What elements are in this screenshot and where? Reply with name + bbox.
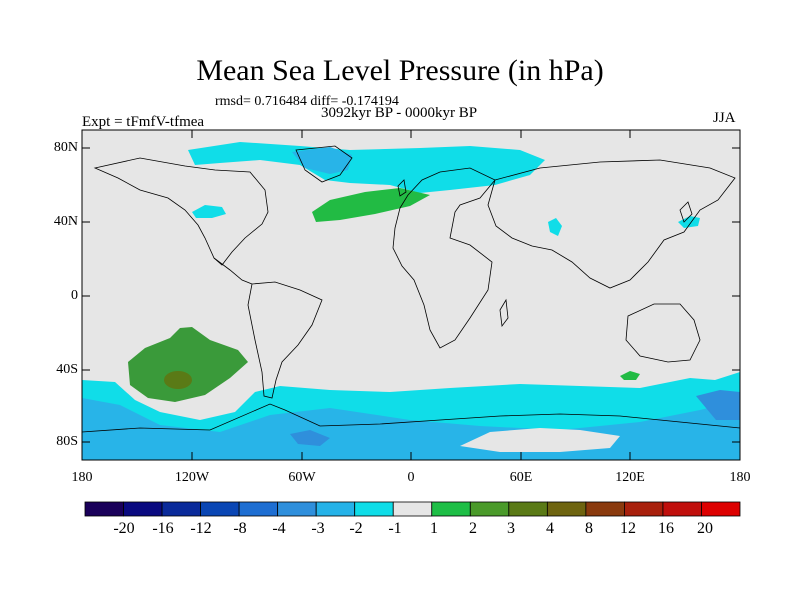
europe-africa-coast — [392, 167, 496, 349]
lon-label-120w: 120W — [174, 470, 210, 485]
colorbar-box — [585, 501, 625, 517]
lon-label-60w: 60W — [288, 470, 316, 485]
indian-cyan-patch — [548, 218, 562, 236]
colorbar-box — [508, 501, 548, 517]
colorbar-label: 2 — [469, 520, 477, 537]
lat-label-0: 0 — [71, 288, 78, 303]
lat-label-80n: 80N — [53, 140, 78, 155]
australia-coast — [625, 303, 701, 363]
antarctic-grey-region — [460, 428, 620, 452]
north-america-coast — [93, 157, 269, 266]
lat-label-40s: 40S — [56, 362, 78, 377]
colorbar-label: 4 — [546, 520, 554, 537]
colorbar — [84, 501, 741, 517]
lon-label-180w: 180 — [71, 470, 93, 485]
asia-cyan-patch — [678, 216, 700, 228]
greenland-coast — [295, 145, 353, 183]
colorbar-label: -8 — [233, 520, 247, 537]
colorbar-box — [238, 501, 279, 517]
colorbar-label: -3 — [311, 520, 325, 537]
colorbar-label: 12 — [620, 520, 636, 537]
south-pacific-dark-center — [164, 371, 192, 389]
antarctica-coast — [82, 403, 740, 433]
lon-label-60e: 60E — [509, 470, 533, 485]
colorbar-box — [277, 501, 317, 517]
colorbar-label: -4 — [272, 520, 286, 537]
colorbar-label: 3 — [507, 520, 515, 537]
time-period: 3092kyr BP - 0000kyr BP — [321, 105, 478, 121]
colorbar-box — [392, 501, 433, 517]
map-title: Mean Sea Level Pressure (in hPa) — [196, 54, 604, 87]
uk-coast — [397, 179, 407, 197]
coastlines — [82, 145, 740, 433]
southern-ocean-deep-patch — [290, 430, 330, 446]
colorbar-label: 1 — [430, 520, 438, 537]
pacific-cyan-patch — [192, 205, 226, 218]
colorbar-label: -20 — [113, 520, 135, 537]
colorbar-label: 8 — [585, 520, 593, 537]
arctic-cyan-region — [188, 142, 545, 193]
colorbar-label: -2 — [349, 520, 363, 537]
colorbar-box — [315, 501, 356, 517]
colorbar-box — [200, 501, 240, 517]
lat-label-40n: 40N — [53, 214, 78, 229]
season-label: JJA — [713, 110, 736, 126]
colorbar-box — [624, 501, 664, 517]
axis-ticks — [82, 130, 740, 460]
madagascar-coast — [499, 298, 509, 328]
greenland-blue-region — [292, 147, 352, 174]
colorbar-label: 16 — [658, 520, 674, 537]
colorbar-label: -12 — [190, 520, 212, 537]
japan-coast — [679, 201, 693, 223]
rmsd-diff-stats: rmsd= 0.716484 diff= -0.174194 — [215, 94, 399, 109]
colorbar-box — [546, 501, 587, 517]
asia-coast — [487, 159, 736, 289]
south-america-coast — [247, 281, 323, 399]
colorbar-box — [469, 501, 510, 517]
colorbar-label: -1 — [388, 520, 402, 537]
lon-label-180e: 180 — [729, 470, 751, 485]
colorbar-box — [354, 501, 394, 517]
lat-label-80s: 80S — [56, 434, 78, 449]
southern-green-patch — [620, 371, 640, 380]
central-america-coast — [213, 257, 253, 285]
experiment-label: Expt = tFmfV-tfmea — [82, 114, 205, 130]
colorbar-label: 20 — [697, 520, 713, 537]
colorbar-box — [84, 501, 124, 517]
colorbar-box — [431, 501, 471, 517]
south-pacific-green-region — [128, 327, 248, 402]
north-atlantic-green-region — [312, 188, 430, 222]
southern-ocean-deep-patch-east — [696, 390, 740, 420]
map-field — [82, 130, 740, 460]
colorbar-box — [662, 501, 702, 517]
lon-label-120e: 120E — [615, 470, 645, 485]
colorbar-box — [123, 501, 163, 517]
colorbar-box — [161, 501, 201, 517]
lon-label-0: 0 — [407, 470, 415, 485]
colorbar-label: -16 — [152, 520, 174, 537]
colorbar-box — [701, 501, 741, 517]
